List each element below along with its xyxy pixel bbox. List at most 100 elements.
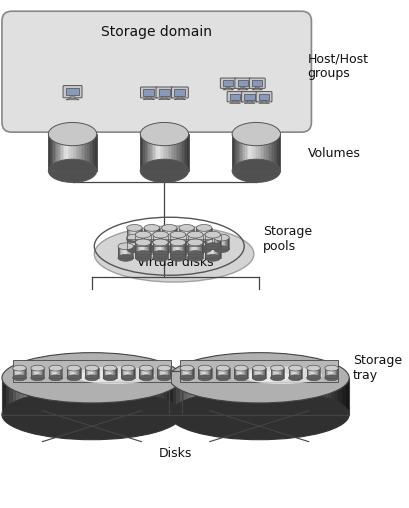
Ellipse shape [2,353,181,403]
Polygon shape [228,238,229,249]
Polygon shape [181,368,182,378]
Ellipse shape [135,255,151,261]
Polygon shape [214,235,215,246]
Polygon shape [178,228,179,239]
Ellipse shape [153,239,168,246]
Polygon shape [113,378,117,415]
Polygon shape [119,246,120,258]
Polygon shape [272,368,273,378]
Polygon shape [56,378,59,415]
Polygon shape [219,238,220,249]
Polygon shape [113,368,114,378]
Polygon shape [190,242,191,254]
Polygon shape [221,238,222,249]
Ellipse shape [48,159,97,182]
Polygon shape [188,246,189,258]
Polygon shape [21,368,22,378]
Polygon shape [139,242,140,254]
Ellipse shape [204,243,220,249]
Ellipse shape [85,375,99,380]
Polygon shape [150,242,151,254]
Polygon shape [137,228,138,239]
Ellipse shape [144,246,159,252]
Polygon shape [215,246,216,258]
Polygon shape [187,228,188,239]
Polygon shape [107,368,108,378]
Polygon shape [132,238,133,249]
Polygon shape [183,228,184,239]
Polygon shape [302,378,305,415]
Polygon shape [90,134,92,171]
Polygon shape [208,378,212,415]
Polygon shape [191,246,192,258]
Polygon shape [154,235,155,246]
Polygon shape [173,378,176,415]
Polygon shape [201,246,202,258]
Polygon shape [200,246,201,258]
Polygon shape [203,368,204,378]
Polygon shape [254,87,259,88]
Ellipse shape [161,234,177,241]
Polygon shape [251,88,262,90]
FancyBboxPatch shape [2,11,311,132]
Polygon shape [200,368,201,378]
Polygon shape [215,235,216,246]
Polygon shape [195,235,196,246]
Polygon shape [193,235,194,246]
Polygon shape [191,228,192,239]
Polygon shape [238,368,239,378]
Polygon shape [156,238,157,249]
Polygon shape [146,97,151,98]
Polygon shape [212,246,213,258]
Polygon shape [9,378,13,415]
Polygon shape [170,368,171,378]
Polygon shape [153,246,154,258]
Polygon shape [208,235,209,246]
Polygon shape [76,368,77,378]
Polygon shape [160,242,161,254]
Polygon shape [290,368,291,378]
Polygon shape [149,368,150,378]
Text: Host/Host
groups: Host/Host groups [307,52,368,80]
Polygon shape [165,228,166,239]
Polygon shape [270,378,273,415]
Polygon shape [180,246,181,258]
Polygon shape [145,368,146,378]
Polygon shape [22,368,23,378]
Polygon shape [233,134,235,171]
Polygon shape [201,378,205,415]
Polygon shape [202,238,203,249]
Polygon shape [307,368,308,378]
Polygon shape [126,368,127,378]
Ellipse shape [198,375,211,380]
Polygon shape [60,368,61,378]
Polygon shape [132,228,133,239]
Polygon shape [131,246,132,258]
Polygon shape [96,368,97,378]
Polygon shape [135,242,136,254]
Polygon shape [145,242,146,254]
Ellipse shape [252,365,265,371]
Polygon shape [245,134,246,171]
Polygon shape [175,235,176,246]
Polygon shape [222,378,226,415]
Ellipse shape [204,243,220,249]
Polygon shape [14,368,15,378]
Polygon shape [217,238,218,249]
Polygon shape [153,235,154,246]
Polygon shape [145,246,146,258]
Polygon shape [172,235,173,246]
Ellipse shape [170,243,185,249]
Polygon shape [189,228,190,239]
Polygon shape [177,246,178,258]
Polygon shape [15,368,16,378]
Polygon shape [79,368,80,378]
Polygon shape [172,134,174,171]
Polygon shape [77,134,79,171]
Polygon shape [217,235,218,246]
Polygon shape [248,378,252,415]
Polygon shape [192,368,193,378]
Polygon shape [181,238,182,249]
Polygon shape [151,238,152,249]
Polygon shape [45,378,49,415]
